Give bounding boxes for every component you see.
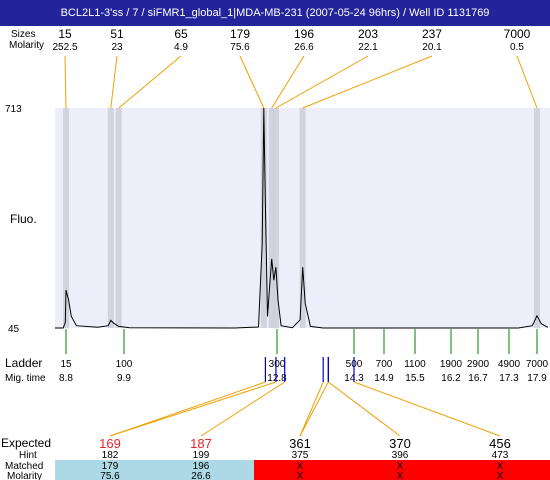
peak-size-label: 237 xyxy=(422,27,442,41)
peak-molarity-label: 4.9 xyxy=(174,42,188,53)
peak-molarity-label: 0.5 xyxy=(510,42,524,53)
expected-size-label: 456 xyxy=(489,436,511,451)
hint-row-label: Hint xyxy=(19,450,37,461)
matched-value: 179 xyxy=(102,461,119,472)
peak-molarity-label: 75.6 xyxy=(230,42,250,53)
peak-connector xyxy=(239,55,265,109)
peak-connector xyxy=(271,55,305,109)
molarity-row-label: Molarity xyxy=(9,40,44,51)
peak-band xyxy=(115,108,122,328)
expected-connector xyxy=(109,381,277,437)
unmatched-row-background xyxy=(254,460,550,480)
peak-band xyxy=(272,108,279,328)
peak-connector xyxy=(302,55,433,109)
peak-size-label: 15 xyxy=(58,27,72,41)
expected-size-label: 187 xyxy=(190,436,212,451)
ladder-bp-label: 300 xyxy=(269,359,286,370)
ladder-bp-label: 1100 xyxy=(404,359,426,370)
hint-value: 199 xyxy=(193,450,210,461)
peak-band xyxy=(299,108,306,328)
molarity-value: X xyxy=(397,471,404,480)
peak-size-label: 203 xyxy=(358,27,378,41)
peak-band xyxy=(107,108,114,328)
molarity-value: X xyxy=(497,471,504,480)
matched-value: X xyxy=(497,461,504,472)
peak-size-label: 196 xyxy=(294,27,314,41)
peak-molarity-label: 20.1 xyxy=(422,42,442,53)
chart-title: BCL2L1-3'ss / 7 / siFMR1_global_1|MDA-MB… xyxy=(60,7,490,19)
matched-value: X xyxy=(397,461,404,472)
peak-size-label: 65 xyxy=(174,27,188,41)
peak-connector xyxy=(275,55,369,109)
ladder-bp-label: 100 xyxy=(116,359,133,370)
ladder-label: Ladder xyxy=(5,356,42,370)
expected-size-label: 169 xyxy=(99,436,121,451)
peak-connector xyxy=(64,55,67,109)
sizes-row-label: Sizes xyxy=(11,29,35,40)
ladder-mig-label: 15.5 xyxy=(405,373,425,384)
expected-size-label: 370 xyxy=(389,436,411,451)
mig-time-label: Mig. time xyxy=(5,373,46,384)
matched-row-background xyxy=(55,460,254,480)
peak-molarity-label: 252.5 xyxy=(52,42,77,53)
ladder-bp-label: 7000 xyxy=(526,359,549,370)
ladder-mig-label: 12.8 xyxy=(267,373,287,384)
expected-connector xyxy=(299,381,324,437)
molarity-row-label: Molarity xyxy=(7,471,42,480)
y-tick-label: 45 xyxy=(8,324,20,335)
hint-value: 473 xyxy=(492,450,509,461)
matched-row-label: Matched xyxy=(5,461,43,472)
ladder-mig-label: 14.9 xyxy=(374,373,394,384)
peak-band xyxy=(63,108,69,328)
hint-value: 182 xyxy=(102,450,119,461)
expected-row-label: Expected xyxy=(1,436,51,450)
ladder-mig-label: 17.3 xyxy=(499,373,519,384)
y-axis-label: Fluo. xyxy=(10,212,37,226)
peak-connector xyxy=(110,55,118,109)
peak-band xyxy=(534,108,540,328)
title-bar: BCL2L1-3'ss / 7 / siFMR1_global_1|MDA-MB… xyxy=(0,0,550,26)
ladder-mig-label: 16.7 xyxy=(468,373,488,384)
expected-size-label: 361 xyxy=(289,436,311,451)
expected-connector xyxy=(299,381,329,437)
molarity-value: X xyxy=(297,471,304,480)
peak-connector xyxy=(516,55,538,109)
expected-connector xyxy=(328,381,401,437)
expected-connector xyxy=(200,381,285,437)
expected-connector xyxy=(109,381,266,437)
matched-value: X xyxy=(297,461,304,472)
ladder-mig-label: 17.9 xyxy=(527,373,547,384)
peak-molarity-label: 23 xyxy=(111,42,123,53)
peak-size-label: 7000 xyxy=(504,27,531,41)
y-tick-label: 713 xyxy=(5,104,22,115)
molarity-value: 75.6 xyxy=(100,471,120,480)
ladder-bp-label: 15 xyxy=(60,359,72,370)
peak-connector xyxy=(118,55,182,109)
peak-molarity-label: 26.6 xyxy=(294,42,314,53)
peak-band xyxy=(260,108,267,328)
molarity-value: 26.6 xyxy=(191,471,211,480)
ladder-bp-label: 700 xyxy=(376,359,393,370)
peak-band xyxy=(268,108,275,328)
ladder-bp-label: 1900 xyxy=(440,359,463,370)
expected-connector xyxy=(353,381,501,437)
peak-size-label: 51 xyxy=(110,27,124,41)
peak-size-label: 179 xyxy=(230,27,250,41)
matched-value: 196 xyxy=(193,461,210,472)
hint-value: 375 xyxy=(292,450,309,461)
ladder-mig-label: 16.2 xyxy=(441,373,461,384)
ladder-mig-label: 9.9 xyxy=(117,373,131,384)
ladder-bp-label: 4900 xyxy=(498,359,521,370)
ladder-bp-label: 2900 xyxy=(467,359,490,370)
peak-molarity-label: 22.1 xyxy=(358,42,378,53)
ladder-mig-label: 8.8 xyxy=(59,373,73,384)
fluorescence-trace xyxy=(55,107,549,329)
hint-value: 396 xyxy=(392,450,409,461)
